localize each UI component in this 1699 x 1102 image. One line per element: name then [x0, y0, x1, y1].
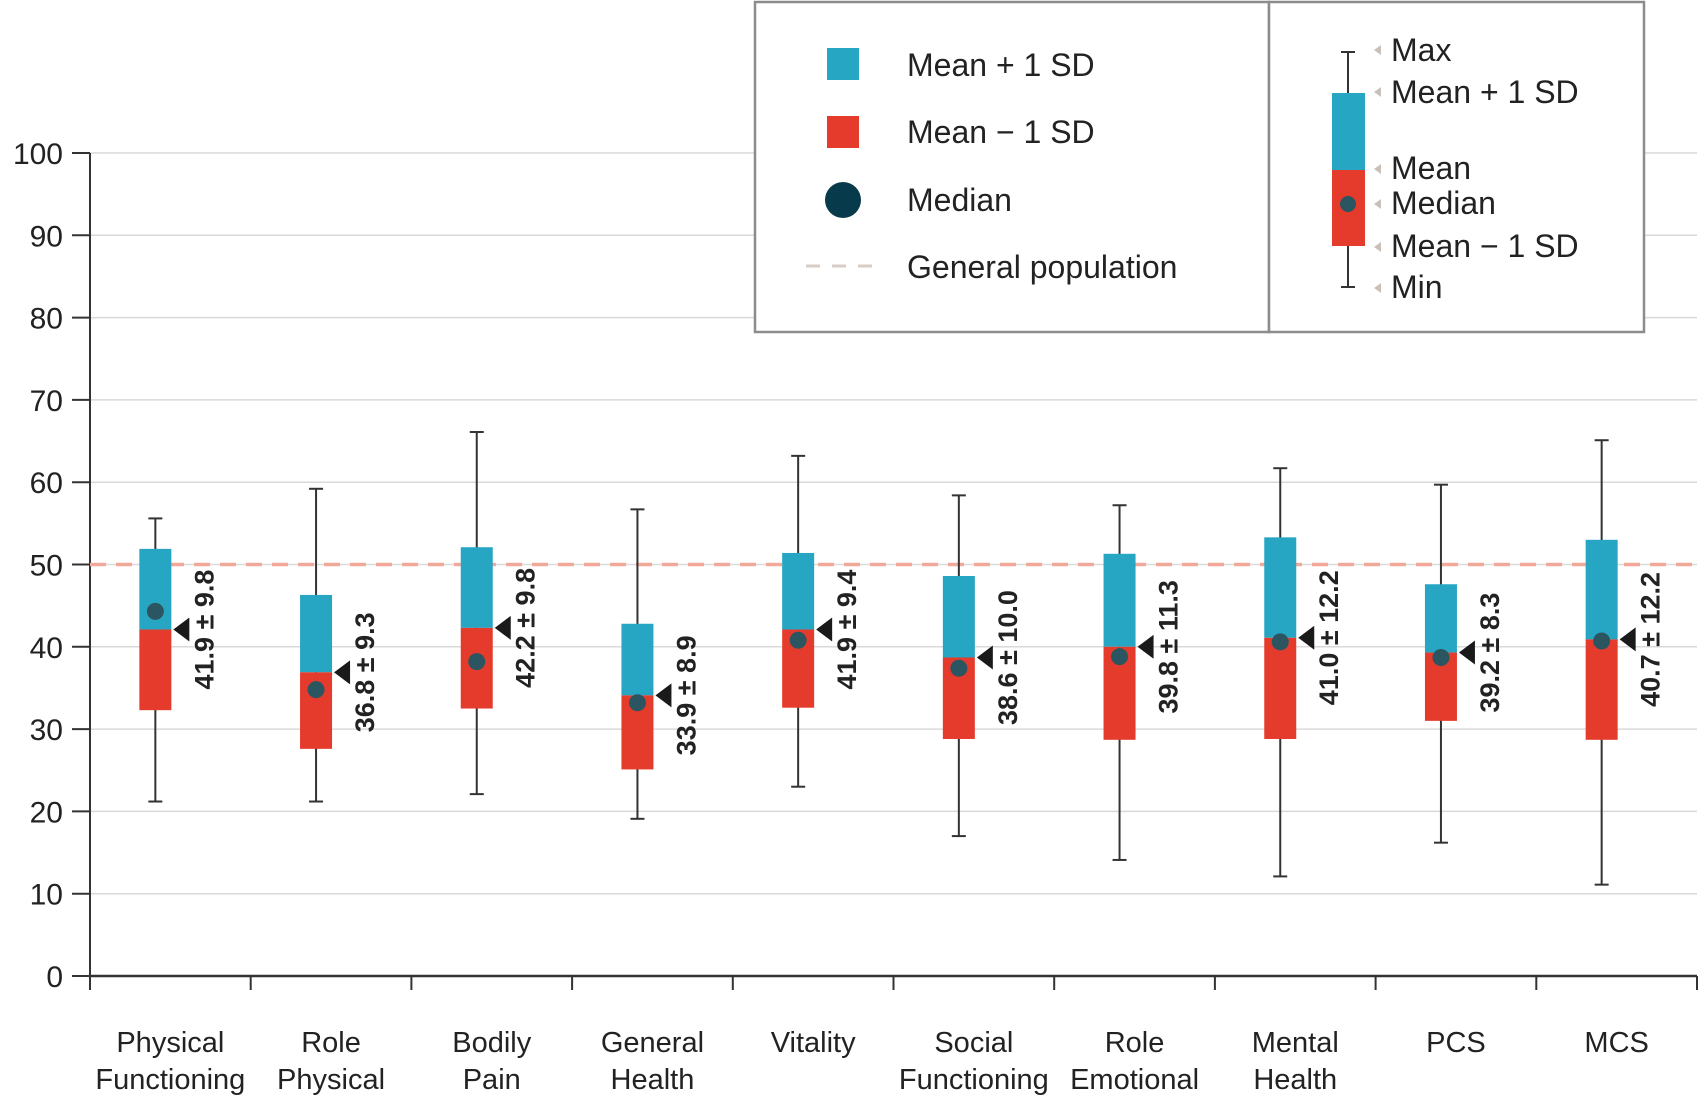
value-label-physical-functioning: 41.9 ± 9.8: [189, 570, 219, 690]
key-pointer-median: [1374, 199, 1381, 209]
mean-pointer-role-emotional: [1137, 634, 1154, 659]
key-mean-plus-sd-box: [1332, 93, 1365, 170]
category-label-role-physical-1: Physical: [277, 1064, 385, 1096]
mean-pointer-vitality: [816, 617, 833, 642]
value-label-vitality: 41.9 ± 9.4: [832, 570, 862, 690]
category-label-general-health-0: General: [601, 1027, 704, 1059]
y-axis: 0 10 20 30 40 50 60 70 80 90 100: [13, 138, 91, 994]
mean-pointer-bodily-pain: [494, 615, 511, 640]
legend-label-general-population: General population: [907, 249, 1177, 285]
key-pointer-min: [1374, 283, 1381, 293]
y-tick-label-60: 60: [30, 467, 63, 500]
mean-pointer-role-physical: [334, 660, 351, 685]
median-dot-mental-health: [1271, 633, 1289, 651]
value-label-pcs: 39.2 ± 8.3: [1475, 593, 1505, 713]
median-dot-bodily-pain: [468, 653, 486, 671]
mean-pointer-social-functioning: [976, 645, 993, 670]
box-upper-bodily-pain: [460, 547, 493, 628]
value-label-general-health: 33.9 ± 8.9: [671, 635, 701, 755]
value-label-role-emotional: 39.8 ± 11.3: [1154, 580, 1184, 713]
category-label-role-emotional-1: Emotional: [1070, 1064, 1199, 1096]
category-label-pcs-0: PCS: [1426, 1027, 1486, 1059]
key-label-mean-minus-sd: Mean − 1 SD: [1391, 228, 1579, 264]
key-frame: [1267, 0, 1646, 334]
legend-label-median: Median: [907, 182, 1012, 218]
mean-pointer-general-health: [655, 683, 672, 708]
median-dot-vitality: [789, 631, 807, 649]
box-upper-pcs: [1424, 584, 1457, 653]
median-dot-general-health: [628, 694, 646, 712]
y-tick-label-90: 90: [30, 220, 63, 253]
key-label-min: Min: [1391, 269, 1443, 305]
category-label-mcs-0: MCS: [1584, 1027, 1648, 1059]
key-schematic: Max Mean + 1 SD Mean Median Mean − 1 SD …: [1332, 32, 1579, 305]
category-label-vitality-0: Vitality: [771, 1027, 856, 1059]
median-dot-pcs: [1432, 648, 1450, 666]
y-tick-label-20: 20: [30, 796, 63, 829]
legend-swatch-mean-plus-sd: [827, 48, 859, 80]
mean-pointer-mcs: [1619, 627, 1636, 652]
key-pointer-mean-minus-sd: [1374, 242, 1381, 252]
category-label-mental-health-1: Health: [1253, 1064, 1337, 1096]
box-lower-mcs: [1585, 639, 1618, 740]
category-label-social-functioning-1: Functioning: [899, 1064, 1049, 1096]
boxes-group: 41.9 ± 9.8 36.8 ± 9.3 42.2 ± 9.8 33.9 ± 8.9…: [139, 430, 1666, 886]
key-median-dot: [1340, 196, 1356, 212]
y-tick-label-80: 80: [30, 303, 63, 336]
category-label-bodily-pain-1: Pain: [463, 1064, 521, 1096]
category-label-general-health-1: Health: [611, 1064, 695, 1096]
box-lower-physical-functioning: [139, 629, 172, 711]
median-dot-role-emotional: [1111, 648, 1129, 666]
category-label-role-emotional-0: Role: [1105, 1027, 1165, 1059]
value-label-social-functioning: 38.6 ± 10.0: [993, 590, 1023, 725]
y-tick-label-70: 70: [30, 385, 63, 418]
box-upper-social-functioning: [942, 576, 975, 658]
legend-swatch-median: [825, 182, 861, 218]
mean-pointer-mental-health: [1298, 625, 1315, 650]
y-tick-label-50: 50: [30, 550, 63, 583]
key-pointer-mean-plus-sd: [1374, 87, 1381, 97]
median-dot-social-functioning: [950, 659, 968, 677]
x-axis: Physical Functioning Role Physical Bodily Pai…: [89, 974, 1698, 1096]
legend-label-mean-minus-sd: Mean − 1 SD: [907, 114, 1095, 150]
box-upper-general-health: [621, 623, 654, 696]
legend-swatch-mean-minus-sd: [827, 116, 859, 148]
value-label-mental-health: 41.0 ± 12.2: [1314, 570, 1344, 705]
mean-pointer-pcs: [1458, 640, 1475, 665]
key-label-max: Max: [1391, 32, 1451, 68]
mean-pointer-physical-functioning: [173, 617, 190, 642]
median-dot-physical-functioning: [146, 602, 164, 620]
y-tick-label-100: 100: [13, 138, 63, 171]
value-label-mcs: 40.7 ± 12.2: [1636, 572, 1666, 707]
y-tick-label-10: 10: [30, 879, 63, 912]
box-upper-vitality: [782, 552, 815, 630]
category-label-physical-functioning-0: Physical: [116, 1027, 224, 1059]
box-upper-role-physical: [300, 594, 333, 673]
y-tick-label-40: 40: [30, 632, 63, 665]
box-upper-mental-health: [1264, 537, 1297, 638]
category-label-physical-functioning-1: Functioning: [95, 1064, 245, 1096]
y-tick-label-0: 0: [46, 961, 63, 994]
category-label-social-functioning-0: Social: [934, 1027, 1013, 1059]
key-pointer-max: [1374, 45, 1381, 55]
key-label-median: Median: [1391, 185, 1496, 221]
category-label-bodily-pain-0: Bodily: [452, 1027, 531, 1059]
box-upper-role-emotional: [1103, 553, 1136, 647]
box-upper-mcs: [1585, 539, 1618, 640]
value-label-bodily-pain: 42.2 ± 9.8: [511, 568, 541, 688]
median-dot-role-physical: [307, 681, 325, 699]
category-label-mental-health-0: Mental: [1252, 1027, 1339, 1059]
y-tick-label-30: 30: [30, 714, 63, 747]
key-label-mean: Mean: [1391, 150, 1471, 186]
category-label-role-physical-0: Role: [301, 1027, 361, 1059]
median-dot-mcs: [1593, 632, 1611, 650]
box-lower-mental-health: [1264, 637, 1297, 739]
legend-label-mean-plus-sd: Mean + 1 SD: [907, 47, 1095, 83]
value-label-role-physical: 36.8 ± 9.3: [350, 612, 380, 732]
key-pointer-mean: [1374, 164, 1381, 174]
key-label-mean-plus-sd: Mean + 1 SD: [1391, 74, 1579, 110]
legend: Mean + 1 SD Mean − 1 SD Median General p…: [753, 0, 1646, 334]
